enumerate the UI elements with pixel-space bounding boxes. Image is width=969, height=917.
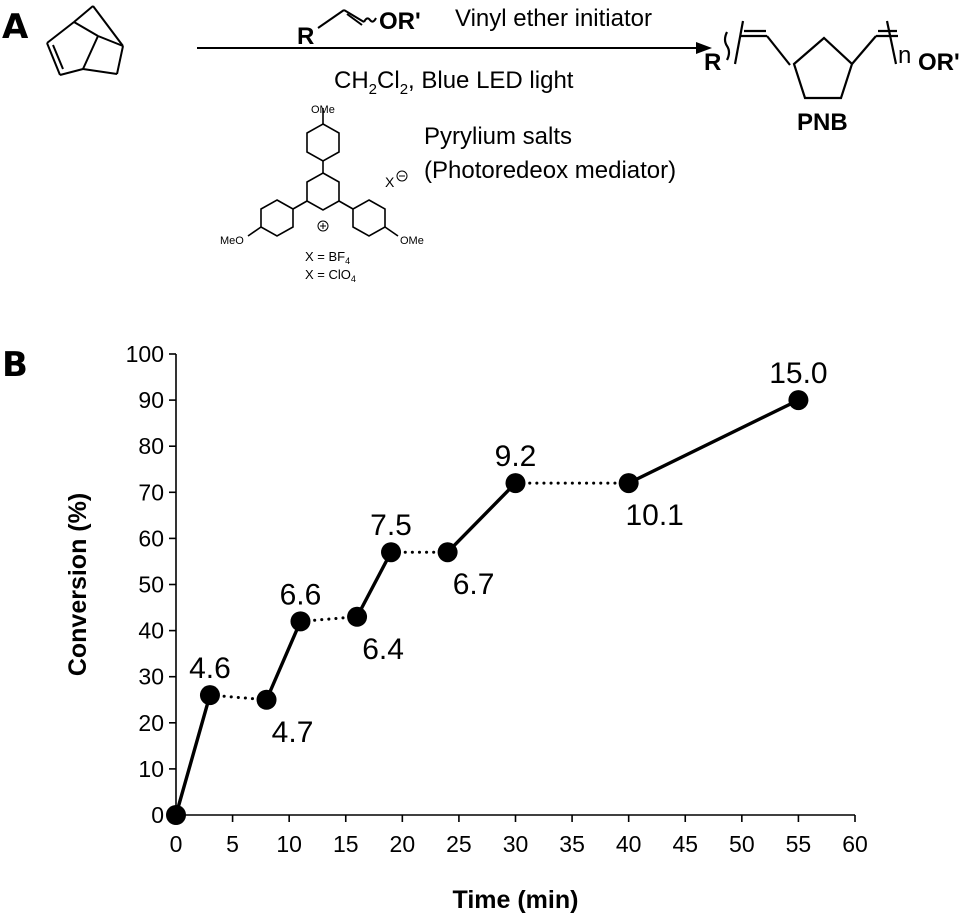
- x-tick-label: 45: [672, 831, 698, 857]
- y-tick-label: 20: [138, 710, 164, 736]
- x-axis-title: Time (min): [453, 886, 579, 914]
- x-tick-label: 25: [446, 831, 472, 857]
- y-tick-label: 40: [138, 618, 164, 644]
- data-point-marker: [256, 689, 277, 710]
- ome-right-label: OMe: [400, 235, 424, 247]
- data-point-marker: [199, 685, 220, 706]
- conversion-chart: B 0 10 20 30 40 50 60 70 80 90 100 0 5 10 15 20 25 30 35 4…: [2, 341, 868, 914]
- data-point-label: 10.1: [625, 499, 683, 532]
- data-point-marker: [437, 542, 458, 563]
- reaction-conditions: CH2Cl2, Blue LED light: [334, 67, 574, 98]
- x-tick-label: 35: [559, 831, 585, 857]
- x-tick-label: 30: [503, 831, 529, 857]
- data-point-label: 4.7: [272, 716, 314, 749]
- catalyst-label-line1: Pyrylium salts: [424, 123, 572, 150]
- x-tick-label: 50: [729, 831, 755, 857]
- product-or-group: OR': [918, 49, 960, 76]
- y-tick-label: 100: [126, 341, 164, 367]
- y-tick-label: 60: [138, 525, 164, 551]
- x-tick-label: 55: [786, 831, 812, 857]
- data-point-marker: [381, 542, 402, 563]
- plus-charge-icon: [317, 220, 329, 232]
- data-point-marker: [347, 606, 368, 627]
- meo-left-label: MeO: [220, 235, 244, 247]
- product-r-group: R: [704, 49, 721, 76]
- y-tick-label: 70: [138, 479, 164, 505]
- data-point-label: 6.6: [280, 578, 322, 611]
- counterion-label: X: [385, 174, 395, 190]
- catalyst-label-line2: (Photoredeox mediator): [424, 157, 676, 184]
- solid-segment: [445, 481, 518, 554]
- data-point-marker: [618, 473, 639, 494]
- data-point-label: 6.4: [362, 633, 404, 666]
- y-axis-title: Conversion (%): [64, 493, 92, 676]
- dotted-segment: [298, 615, 359, 623]
- dotted-segment: [208, 693, 269, 702]
- y-tick-label: 10: [138, 756, 164, 782]
- x-tick-label: 20: [390, 831, 416, 857]
- minus-charge-icon: [396, 170, 408, 182]
- data-labels: 4.6 4.7 6.6 6.4 7.5 6.7 9.2 10.1 15.0: [189, 357, 828, 749]
- vinyl-ether-structure: [317, 9, 377, 29]
- y-tick-label: 50: [138, 572, 164, 598]
- data-point-label: 7.5: [370, 509, 412, 542]
- x-tick-label: 40: [616, 831, 642, 857]
- reaction-arrow: [197, 42, 712, 54]
- ome-top-label: OMe: [311, 104, 335, 116]
- solid-segment: [264, 619, 303, 702]
- panel-letter-a: A: [2, 7, 29, 47]
- product-name: PNB: [797, 109, 848, 136]
- data-point-marker: [290, 611, 311, 632]
- counterion-bf4: X = BF4: [305, 249, 350, 266]
- pyrylium-structure: [247, 108, 399, 237]
- y-tick-label: 90: [138, 387, 164, 413]
- norbornene-structure: [46, 5, 124, 76]
- data-point-marker: [788, 390, 809, 411]
- x-tick-label: 10: [276, 831, 302, 857]
- initiator-or-group: OR': [379, 8, 421, 35]
- data-point-label: 4.6: [189, 652, 231, 685]
- y-tick-label: 80: [138, 433, 164, 459]
- x-tick-label: 0: [170, 831, 183, 857]
- pnb-structure: [723, 20, 898, 100]
- solid-segment: [626, 398, 801, 485]
- solid-segment: [355, 550, 393, 619]
- y-axis-ticks: 0 10 20 30 40 50 60 70 80 90 100: [126, 341, 176, 828]
- data-point-marker: [505, 473, 526, 494]
- product-repeat-n: n: [898, 42, 911, 69]
- y-tick-label: 30: [138, 664, 164, 690]
- data-point-label: 6.7: [453, 568, 495, 601]
- data-segments: [174, 398, 801, 817]
- data-point-label: 15.0: [769, 357, 827, 390]
- x-axis-ticks: 0 5 10 15 20 25 30 35 40 45 50 55 60: [170, 815, 868, 857]
- reaction-scheme: A R OR' Vinyl ether initiator CH2Cl2, Bl…: [2, 5, 960, 284]
- data-point-marker: [166, 805, 186, 825]
- x-tick-label: 15: [333, 831, 359, 857]
- data-point-label: 9.2: [495, 440, 537, 473]
- y-tick-label: 0: [151, 802, 164, 828]
- data-markers: [166, 390, 809, 825]
- initiator-r-group: R: [297, 23, 314, 50]
- x-tick-label: 5: [226, 831, 239, 857]
- solid-segment: [174, 693, 212, 817]
- counterion-clo4: X = ClO4: [305, 267, 356, 284]
- initiator-label: Vinyl ether initiator: [455, 5, 652, 32]
- panel-letter-b: B: [2, 345, 28, 385]
- x-tick-label: 60: [842, 831, 868, 857]
